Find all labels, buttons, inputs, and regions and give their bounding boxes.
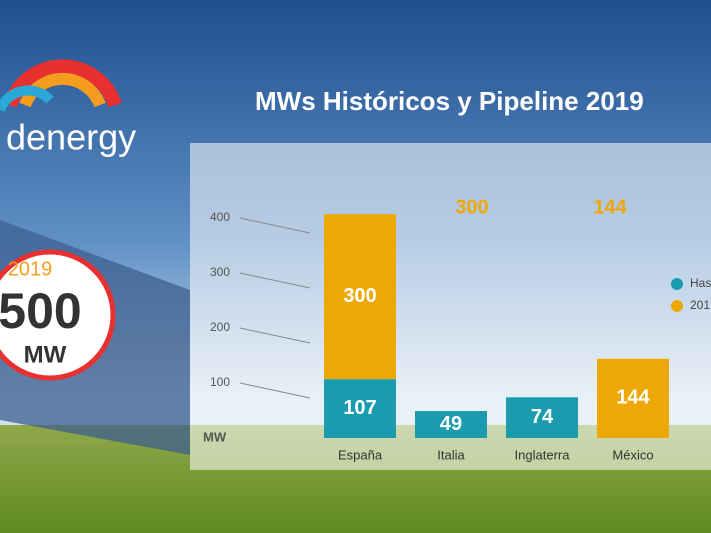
x-tick-label: Italia	[437, 447, 465, 462]
badge-capacity: 500	[0, 283, 82, 339]
legend-swatch	[671, 278, 683, 290]
legend-label: 201	[690, 298, 710, 312]
badge-year: 2019	[8, 258, 53, 280]
map-label: 144	[593, 196, 627, 218]
badge-unit: MW	[24, 341, 67, 368]
map-label: 300	[455, 196, 488, 218]
bar-value-label: 74	[531, 406, 554, 428]
bar-value-label: 107	[343, 397, 376, 419]
bar-value-label: 300	[343, 285, 376, 307]
grid-line	[239, 327, 311, 344]
bar	[324, 214, 396, 380]
x-tick-label: México	[612, 447, 653, 462]
chart-title: MWs Históricos y Pipeline 2019	[255, 86, 644, 116]
bar	[506, 397, 578, 438]
y-axis-label: MW	[203, 429, 227, 444]
y-tick-label: 100	[210, 375, 230, 389]
bar	[324, 379, 396, 438]
bar	[415, 411, 487, 438]
x-tick-label: Inglaterra	[515, 447, 571, 462]
logo-text: denergy	[6, 117, 136, 158]
y-tick-label: 400	[210, 210, 230, 224]
legend-swatch	[671, 300, 683, 312]
logo-arc	[0, 85, 54, 113]
y-tick-label: 200	[210, 320, 230, 334]
x-tick-label: España	[338, 447, 383, 462]
bar-value-label: 144	[616, 387, 650, 409]
legend-label: Has	[690, 276, 711, 290]
grid-line	[239, 272, 311, 289]
grid-line	[239, 217, 311, 234]
y-tick-label: 300	[210, 265, 230, 279]
grid-line	[239, 382, 311, 399]
badge	[0, 249, 116, 381]
bar	[597, 358, 669, 438]
bar-value-label: 49	[440, 413, 462, 435]
